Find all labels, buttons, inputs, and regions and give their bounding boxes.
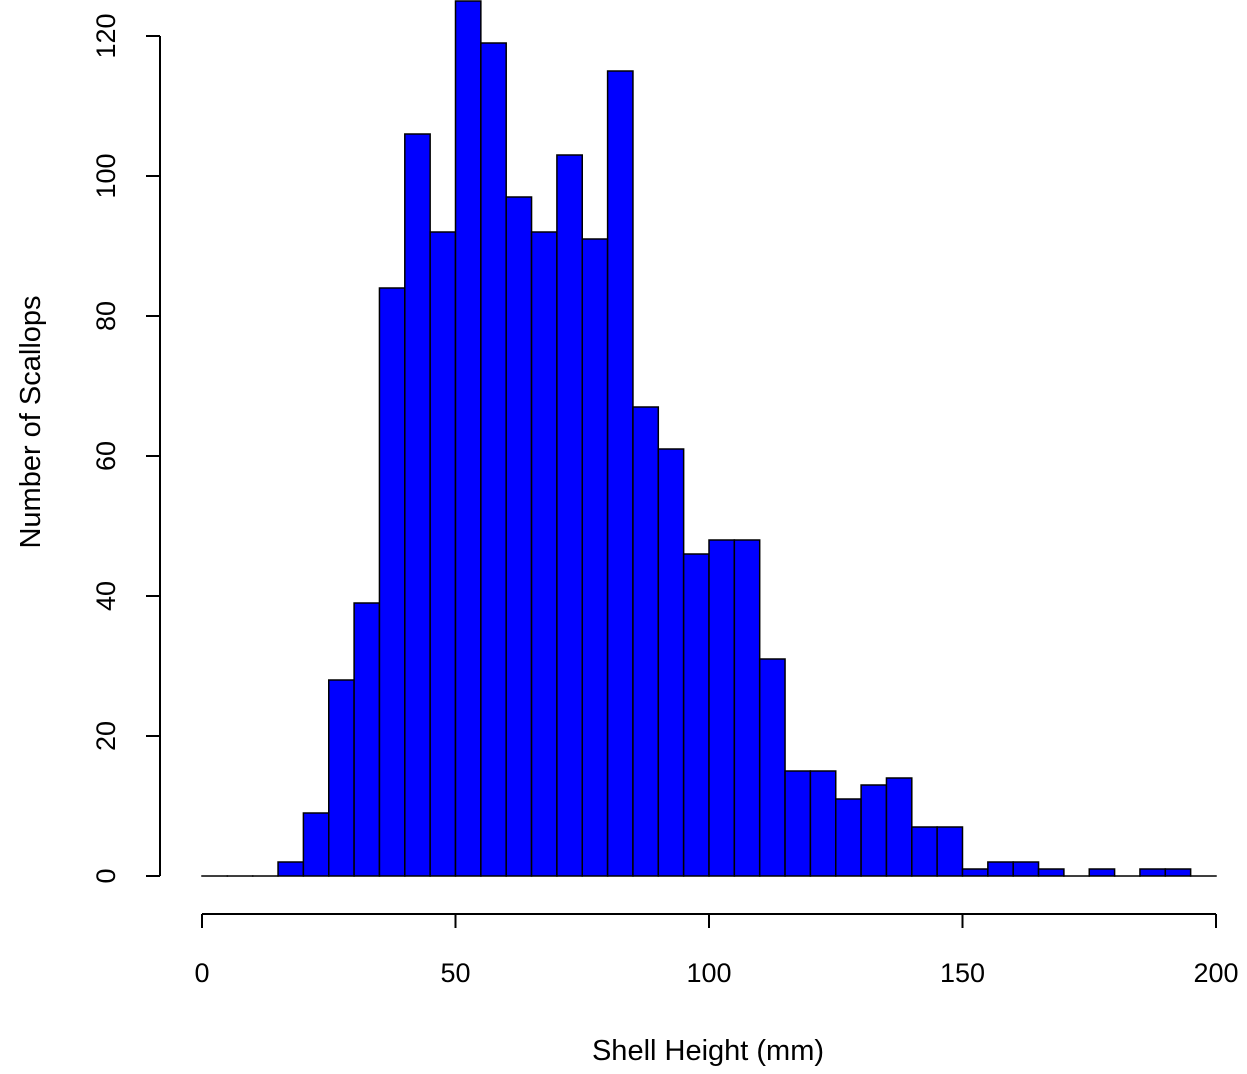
histogram-bar [658,449,683,876]
y-tick-label: 40 [91,581,121,611]
histogram-bar [861,785,886,876]
histogram-bar [1089,869,1114,876]
histogram-bar [532,232,557,876]
y-axis: 0 20 40 60 80 100 120 [91,13,160,883]
histogram-bar [912,827,937,876]
histogram-bar [988,862,1013,876]
y-tick-label: 120 [91,13,121,58]
histogram-bar [684,554,709,876]
histogram-bar [760,659,785,876]
y-tick-label: 20 [91,721,121,751]
bars-group [202,1,1216,876]
histogram-bar [1140,869,1165,876]
histogram-bar [582,239,607,876]
histogram-bar [1013,862,1038,876]
histogram-bar [506,197,531,876]
histogram-bar [709,540,734,876]
x-tick-label: 150 [940,958,985,988]
histogram-bar [405,134,430,876]
histogram-bar [456,1,481,876]
y-tick-label: 80 [91,301,121,331]
histogram-bar [963,869,988,876]
histogram-bar [329,680,354,876]
histogram-bar [633,407,658,876]
histogram-bar [430,232,455,876]
x-tick-label: 100 [686,958,731,988]
histogram-bar [379,288,404,876]
histogram-bar [278,862,303,876]
x-axis-title: Shell Height (mm) [592,1035,824,1067]
x-axis: 0 50 100 150 200 [194,914,1238,988]
histogram-bar [886,778,911,876]
histogram-bar [354,603,379,876]
x-tick-label: 50 [440,958,470,988]
histogram-bar [481,43,506,876]
y-tick-label: 100 [91,153,121,198]
histogram-bar [1165,869,1190,876]
y-axis-title: Number of Scallops [15,295,47,548]
histogram-bar [1039,869,1064,876]
histogram-bar [557,155,582,876]
y-tick-label: 0 [91,868,121,883]
histogram-bar [836,799,861,876]
histogram-bar [785,771,810,876]
x-tick-label: 200 [1193,958,1238,988]
y-tick-label: 60 [91,441,121,471]
histogram-bar [810,771,835,876]
histogram-bar [734,540,759,876]
histogram-bar [303,813,328,876]
x-tick-label: 0 [194,958,209,988]
histogram-bar [608,71,633,876]
histogram-bar [937,827,962,876]
